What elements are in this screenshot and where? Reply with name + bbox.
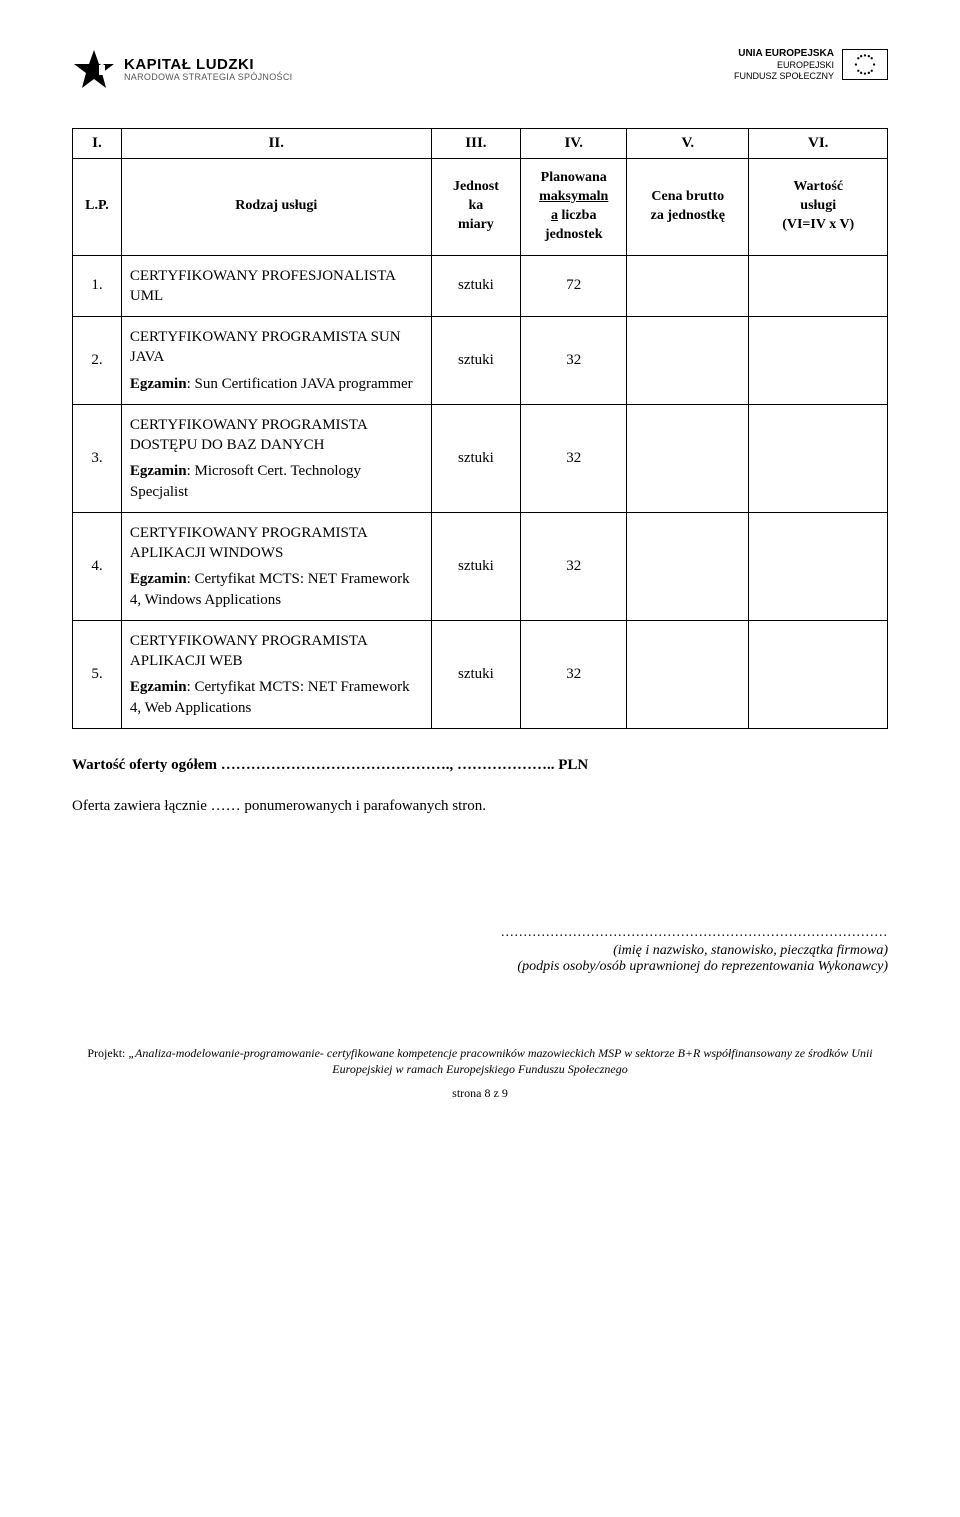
hdr-desc: Rodzaj usługi <box>121 159 431 256</box>
footer-project-title: „Analiza-modelowanie-programowanie- cert… <box>125 1046 700 1060</box>
roman-5: V. <box>627 129 749 159</box>
cell-unit: sztuki <box>431 620 521 728</box>
eu-line3: FUNDUSZ SPOŁECZNY <box>734 71 834 82</box>
table-header-row: L.P. Rodzaj usługi Jednost ka miary Plan… <box>73 159 888 256</box>
roman-6: VI. <box>749 129 888 159</box>
cell-qty: 32 <box>521 404 627 512</box>
roman-2: II. <box>121 129 431 159</box>
cell-lp: 2. <box>73 317 122 405</box>
cell-val <box>749 255 888 317</box>
cell-lp: 3. <box>73 404 122 512</box>
table-row: 5. CERTYFIKOWANY PROGRAMISTA APLIKACJI W… <box>73 620 888 728</box>
logo-kapital-ludzki: KAPITAŁ LUDZKI NARODOWA STRATEGIA SPÓJNO… <box>72 48 292 92</box>
cell-lp: 5. <box>73 620 122 728</box>
table-row: 2. CERTYFIKOWANY PROGRAMISTA SUN JAVA Eg… <box>73 317 888 405</box>
cell-unit: sztuki <box>431 255 521 317</box>
service-title: CERTYFIKOWANY PROGRAMISTA SUN JAVA <box>130 327 423 368</box>
cell-price <box>627 620 749 728</box>
kl-star-icon <box>72 48 116 92</box>
hdr-unit: Jednost ka miary <box>431 159 521 256</box>
service-title: CERTYFIKOWANY PROGRAMISTA DOSTĘPU DO BAZ… <box>130 415 423 456</box>
services-table: I. II. III. IV. V. VI. L.P. Rodzaj usług… <box>72 128 888 729</box>
eu-flag-icon <box>842 49 888 80</box>
cell-desc: CERTYFIKOWANY PROGRAMISTA APLIKACJI WEB … <box>121 620 431 728</box>
cell-lp: 4. <box>73 512 122 620</box>
cell-desc: CERTYFIKOWANY PROGRAMISTA DOSTĘPU DO BAZ… <box>121 404 431 512</box>
signature-dots: ........................................… <box>72 925 888 941</box>
table-row: 4. CERTYFIKOWANY PROGRAMISTA APLIKACJI W… <box>73 512 888 620</box>
cell-desc: CERTYFIKOWANY PROFESJONALISTA UML <box>121 255 431 317</box>
signature-caption-2: (podpis osoby/osób uprawnionej do reprez… <box>72 959 888 975</box>
service-exam: Egzamin: Microsoft Cert. Technology Spec… <box>130 461 423 502</box>
cell-price <box>627 512 749 620</box>
cell-price <box>627 317 749 405</box>
table-row: 3. CERTYFIKOWANY PROGRAMISTA DOSTĘPU DO … <box>73 404 888 512</box>
cell-desc: CERTYFIKOWANY PROGRAMISTA SUN JAVA Egzam… <box>121 317 431 405</box>
service-exam: Egzamin: Certyfikat MCTS: NET Framework … <box>130 569 423 610</box>
page-header: KAPITAŁ LUDZKI NARODOWA STRATEGIA SPÓJNO… <box>72 48 888 92</box>
hdr-val: Wartość usługi (VI=IV x V) <box>749 159 888 256</box>
signature-caption-1: (imię i nazwisko, stanowisko, pieczątka … <box>72 943 888 959</box>
table-row: 1. CERTYFIKOWANY PROFESJONALISTA UML szt… <box>73 255 888 317</box>
cell-qty: 32 <box>521 317 627 405</box>
table-roman-row: I. II. III. IV. V. VI. <box>73 129 888 159</box>
service-title: CERTYFIKOWANY PROGRAMISTA APLIKACJI WEB <box>130 631 423 672</box>
cell-unit: sztuki <box>431 317 521 405</box>
service-title: CERTYFIKOWANY PROFESJONALISTA UML <box>130 266 423 307</box>
kl-title: KAPITAŁ LUDZKI <box>124 57 292 73</box>
table-body: 1. CERTYFIKOWANY PROFESJONALISTA UML szt… <box>73 255 888 728</box>
logo-unia-europejska: UNIA EUROPEJSKA EUROPEJSKI FUNDUSZ SPOŁE… <box>734 48 888 82</box>
cell-val <box>749 317 888 405</box>
page-footer: Projekt: „Analiza-modelowanie-programowa… <box>72 1045 888 1102</box>
service-title: CERTYFIKOWANY PROGRAMISTA APLIKACJI WIND… <box>130 523 423 564</box>
cell-price <box>627 404 749 512</box>
roman-1: I. <box>73 129 122 159</box>
pages-count-line: Oferta zawiera łącznie …… ponumerowanych… <box>72 798 888 815</box>
roman-4: IV. <box>521 129 627 159</box>
cell-val <box>749 404 888 512</box>
cell-qty: 32 <box>521 620 627 728</box>
cell-unit: sztuki <box>431 404 521 512</box>
cell-val <box>749 620 888 728</box>
service-exam: Egzamin: Certyfikat MCTS: NET Framework … <box>130 677 423 718</box>
cell-price <box>627 255 749 317</box>
footer-project-label: Projekt: <box>87 1046 125 1060</box>
kl-subtitle: NARODOWA STRATEGIA SPÓJNOŚCI <box>124 73 292 82</box>
service-exam: Egzamin: Sun Certification JAVA programm… <box>130 374 423 394</box>
cell-desc: CERTYFIKOWANY PROGRAMISTA APLIKACJI WIND… <box>121 512 431 620</box>
total-value-line: Wartość oferty ogółem ………………………………………., … <box>72 757 888 774</box>
hdr-lp: L.P. <box>73 159 122 256</box>
cell-unit: sztuki <box>431 512 521 620</box>
roman-3: III. <box>431 129 521 159</box>
cell-qty: 72 <box>521 255 627 317</box>
cell-lp: 1. <box>73 255 122 317</box>
eu-line1: UNIA EUROPEJSKA <box>734 48 834 60</box>
cell-qty: 32 <box>521 512 627 620</box>
hdr-qty: Planowana maksymaln a liczba jednostek <box>521 159 627 256</box>
eu-line2: EUROPEJSKI <box>734 60 834 71</box>
cell-val <box>749 512 888 620</box>
page-number: strona 8 z 9 <box>72 1085 888 1101</box>
signature-block: ........................................… <box>72 925 888 975</box>
hdr-price: Cena brutto za jednostkę <box>627 159 749 256</box>
